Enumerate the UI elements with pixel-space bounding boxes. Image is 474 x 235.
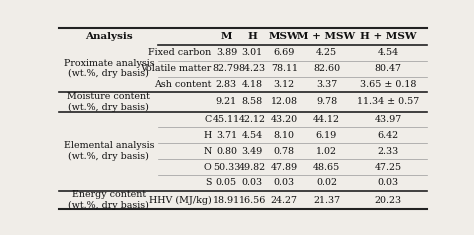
Text: M + MSW: M + MSW: [297, 32, 356, 41]
Text: 82.79: 82.79: [213, 64, 240, 73]
Text: 0.03: 0.03: [242, 178, 263, 188]
Text: 4.54: 4.54: [377, 48, 399, 57]
Text: 82.60: 82.60: [313, 64, 340, 73]
Text: 18.91: 18.91: [213, 196, 240, 204]
Text: 8.10: 8.10: [274, 131, 295, 140]
Text: 3.37: 3.37: [316, 80, 337, 89]
Text: S: S: [205, 178, 212, 188]
Text: 80.47: 80.47: [374, 64, 401, 73]
Text: 21.37: 21.37: [313, 196, 340, 204]
Text: 9.21: 9.21: [216, 98, 237, 106]
Text: 11.34 ± 0.57: 11.34 ± 0.57: [357, 98, 419, 106]
Text: Moisture content
(wt.%, dry basis): Moisture content (wt.%, dry basis): [67, 92, 150, 112]
Text: 0.03: 0.03: [273, 178, 295, 188]
Text: 3.71: 3.71: [216, 131, 237, 140]
Text: Elemental analysis
(wt.%, dry basis): Elemental analysis (wt.%, dry basis): [64, 141, 154, 161]
Text: 20.23: 20.23: [374, 196, 401, 204]
Text: 4.18: 4.18: [242, 80, 263, 89]
Text: 48.65: 48.65: [313, 163, 340, 172]
Text: 42.12: 42.12: [238, 115, 265, 124]
Text: 2.33: 2.33: [377, 147, 399, 156]
Text: 43.20: 43.20: [271, 115, 298, 124]
Text: Analysis: Analysis: [85, 32, 133, 41]
Text: C: C: [204, 115, 212, 124]
Text: Ash content: Ash content: [155, 80, 212, 89]
Text: 78.11: 78.11: [271, 64, 298, 73]
Text: 84.23: 84.23: [238, 64, 265, 73]
Text: 3.01: 3.01: [242, 48, 263, 57]
Text: O: O: [204, 163, 212, 172]
Text: 8.58: 8.58: [242, 98, 263, 106]
Text: N: N: [203, 147, 212, 156]
Text: H: H: [247, 32, 257, 41]
Text: 3.89: 3.89: [216, 48, 237, 57]
Text: 49.82: 49.82: [238, 163, 265, 172]
Text: Proximate analysis
(wt.%, dry basis): Proximate analysis (wt.%, dry basis): [64, 59, 154, 78]
Text: 6.69: 6.69: [273, 48, 295, 57]
Text: Volatile matter: Volatile matter: [140, 64, 212, 73]
Text: 4.54: 4.54: [242, 131, 263, 140]
Text: 3.49: 3.49: [241, 147, 263, 156]
Text: 1.02: 1.02: [316, 147, 337, 156]
Text: Fixed carbon: Fixed carbon: [148, 48, 212, 57]
Text: M: M: [220, 32, 232, 41]
Text: H + MSW: H + MSW: [360, 32, 416, 41]
Text: 4.25: 4.25: [316, 48, 337, 57]
Text: 6.42: 6.42: [377, 131, 399, 140]
Text: 47.89: 47.89: [271, 163, 298, 172]
Text: MSW: MSW: [269, 32, 300, 41]
Text: 24.27: 24.27: [271, 196, 298, 204]
Text: 44.12: 44.12: [313, 115, 340, 124]
Text: 3.12: 3.12: [273, 80, 295, 89]
Text: 45.11: 45.11: [213, 115, 240, 124]
Text: 16.56: 16.56: [238, 196, 266, 204]
Text: H: H: [203, 131, 212, 140]
Text: 3.65 ± 0.18: 3.65 ± 0.18: [360, 80, 416, 89]
Text: 0.05: 0.05: [216, 178, 237, 188]
Text: 0.02: 0.02: [316, 178, 337, 188]
Text: 0.80: 0.80: [216, 147, 237, 156]
Text: 50.33: 50.33: [213, 163, 240, 172]
Text: 12.08: 12.08: [271, 98, 298, 106]
Text: 9.78: 9.78: [316, 98, 337, 106]
Text: 47.25: 47.25: [374, 163, 401, 172]
Text: 6.19: 6.19: [316, 131, 337, 140]
Text: 0.03: 0.03: [377, 178, 399, 188]
Text: 43.97: 43.97: [374, 115, 401, 124]
Text: Energy content
(wt.%, dry basis): Energy content (wt.%, dry basis): [68, 190, 149, 210]
Text: HHV (MJ/kg): HHV (MJ/kg): [149, 196, 212, 205]
Text: 2.83: 2.83: [216, 80, 237, 89]
Text: 0.78: 0.78: [274, 147, 295, 156]
